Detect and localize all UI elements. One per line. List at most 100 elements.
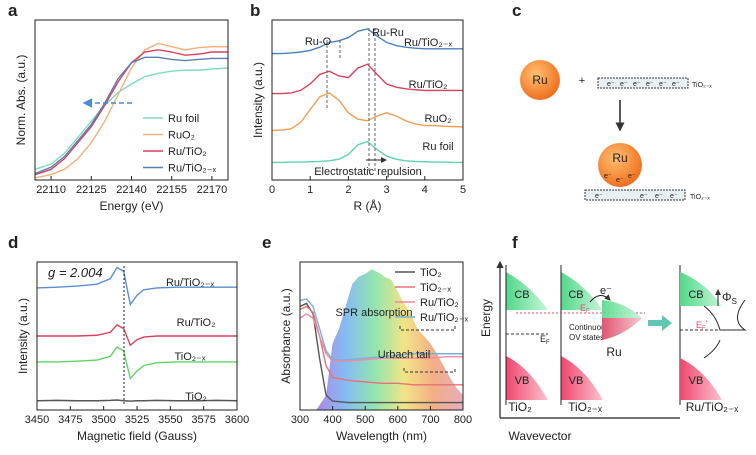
- x-tick-label: 22125: [76, 184, 107, 196]
- x-tick-label: 500: [356, 414, 374, 426]
- cb-label: CB: [568, 289, 583, 301]
- ov-label: OV states: [569, 333, 604, 342]
- x-tick-label: 0: [269, 184, 275, 196]
- series-label: RuO₂: [425, 113, 452, 125]
- ov-label: Continuous: [569, 323, 609, 332]
- annotation: Urbach tail: [378, 349, 431, 361]
- electron: e⁻: [640, 193, 648, 200]
- tio2x-label: TiO₂₋ₓ: [568, 400, 602, 414]
- legend-label: Ru/TiO₂₋ₓ: [168, 163, 217, 175]
- panel-b-annotations: [326, 28, 376, 172]
- legend-label: RuO₂: [168, 130, 195, 142]
- annotation: Electrostatic repulsion: [314, 166, 422, 178]
- series-line: [34, 42, 228, 179]
- series-line: [37, 346, 237, 381]
- series-label: Ru/TiO₂: [177, 317, 216, 329]
- series-label: TiO₂₋ₓ: [175, 351, 206, 363]
- x-axis-title: Magnetic field (Gauss): [77, 429, 197, 443]
- x-tick-label: 3600: [225, 414, 249, 426]
- series-label: Ru/TiO₂: [409, 79, 448, 91]
- electron: e⁻: [670, 193, 678, 200]
- charts: a 22110 22125 22140 22155 22170 Energy (eV) Nor…: [8, 1, 472, 443]
- schematic-c: c Ru + e⁻ e⁻ e⁻ e⁻ e⁻ e⁻ TiO₂₋ₓ Ru e⁻ e⁻…: [512, 1, 712, 201]
- electron: e⁻: [633, 81, 641, 88]
- electron: e⁻: [595, 193, 603, 200]
- plot-frame: [299, 261, 464, 411]
- legend-label: TiO₂: [420, 267, 442, 279]
- electron: e⁻: [659, 81, 667, 88]
- x-tick-label: 3575: [191, 414, 215, 426]
- ru-tio2x-label: Ru/TiO₂₋ₓ: [686, 400, 739, 414]
- panel-label: a: [8, 1, 18, 20]
- phi-label: ΦS: [722, 290, 737, 306]
- annotation: g = 2.004: [48, 265, 103, 280]
- x-tick-label: 4: [422, 184, 428, 196]
- fermi-label: EF': [696, 319, 708, 332]
- electron: e⁻: [655, 193, 663, 200]
- panel-label: c: [512, 1, 521, 20]
- electron: e⁻: [628, 173, 636, 180]
- series-label: Ru/TiO₂₋ₓ: [166, 277, 215, 289]
- x-tick-label: 700: [421, 414, 439, 426]
- x-tick-label: 5: [460, 184, 466, 196]
- ru-label: Ru: [612, 151, 627, 165]
- x-tick-label: 3: [384, 184, 390, 196]
- y-axis-title: Energy: [479, 299, 493, 337]
- panel-label: b: [250, 1, 260, 20]
- annotation: SPR absorption: [335, 307, 412, 319]
- legend-label: Ru/TiO₂: [420, 297, 459, 309]
- electron: e⁻: [607, 81, 615, 88]
- x-tick-label: 600: [389, 414, 407, 426]
- x-tick-label: 1: [307, 184, 313, 196]
- legend-label: Ru foil: [168, 113, 199, 125]
- series-line: [34, 56, 228, 175]
- legend-label: Ru/TiO₂₋ₓ: [420, 312, 469, 324]
- series-line: [272, 140, 463, 164]
- series-line: [272, 63, 463, 95]
- x-tick-label: 400: [323, 414, 341, 426]
- y-axis-title: Norm. Abs. (a.u.): [14, 55, 28, 146]
- x-tick-label: 300: [291, 414, 309, 426]
- series-line: [272, 28, 463, 55]
- x-axis-title: Wavelength (nm): [336, 429, 427, 443]
- series-line: [299, 305, 463, 386]
- x-tick-label: 22170: [197, 184, 228, 196]
- x-tick-label: 3525: [125, 414, 149, 426]
- x-tick-label: 22110: [36, 184, 66, 196]
- ru-label: Ru: [532, 73, 547, 87]
- panel-label: d: [8, 233, 18, 252]
- bracket: [399, 326, 456, 373]
- y-axis-title: Intensity (a.u.): [16, 298, 30, 374]
- vb-label: VB: [569, 375, 584, 387]
- x-tick-label: 2: [345, 184, 351, 196]
- electron: e⁻: [600, 285, 612, 297]
- x-tick-label: 22140: [116, 184, 147, 196]
- electron: e⁻: [672, 81, 680, 88]
- cb-label: CB: [514, 289, 529, 301]
- legend-label: Ru/TiO₂: [168, 146, 207, 158]
- tio2-label: TiO₂: [508, 400, 532, 414]
- annotation: Ru-Ru: [372, 27, 404, 39]
- x-tick-label: 3500: [91, 414, 115, 426]
- fermi-label: EF: [540, 334, 550, 346]
- cb-label: CB: [688, 289, 703, 301]
- series-line: [299, 312, 463, 362]
- plot-frame: [34, 19, 229, 181]
- x-axis-title: Energy (eV): [99, 199, 163, 213]
- support-label: TiO₂₋ₓ: [690, 194, 710, 201]
- x-tick-label: 22155: [156, 184, 187, 196]
- series-line: [36, 266, 237, 307]
- electron: e⁻: [646, 81, 654, 88]
- electron: e⁻: [616, 177, 624, 184]
- vb-label: VB: [689, 375, 704, 387]
- x-tick-label: 3450: [25, 414, 49, 426]
- vb-label: VB: [515, 375, 530, 387]
- electron: e⁻: [620, 81, 628, 88]
- spectrum-area: [316, 269, 463, 410]
- x-tick-label: 3475: [58, 414, 82, 426]
- fermi-label: EF: [580, 303, 590, 315]
- x-axis-title: Wavevector: [509, 429, 572, 443]
- series-label: TiO₂: [185, 391, 207, 403]
- plus: +: [579, 75, 585, 87]
